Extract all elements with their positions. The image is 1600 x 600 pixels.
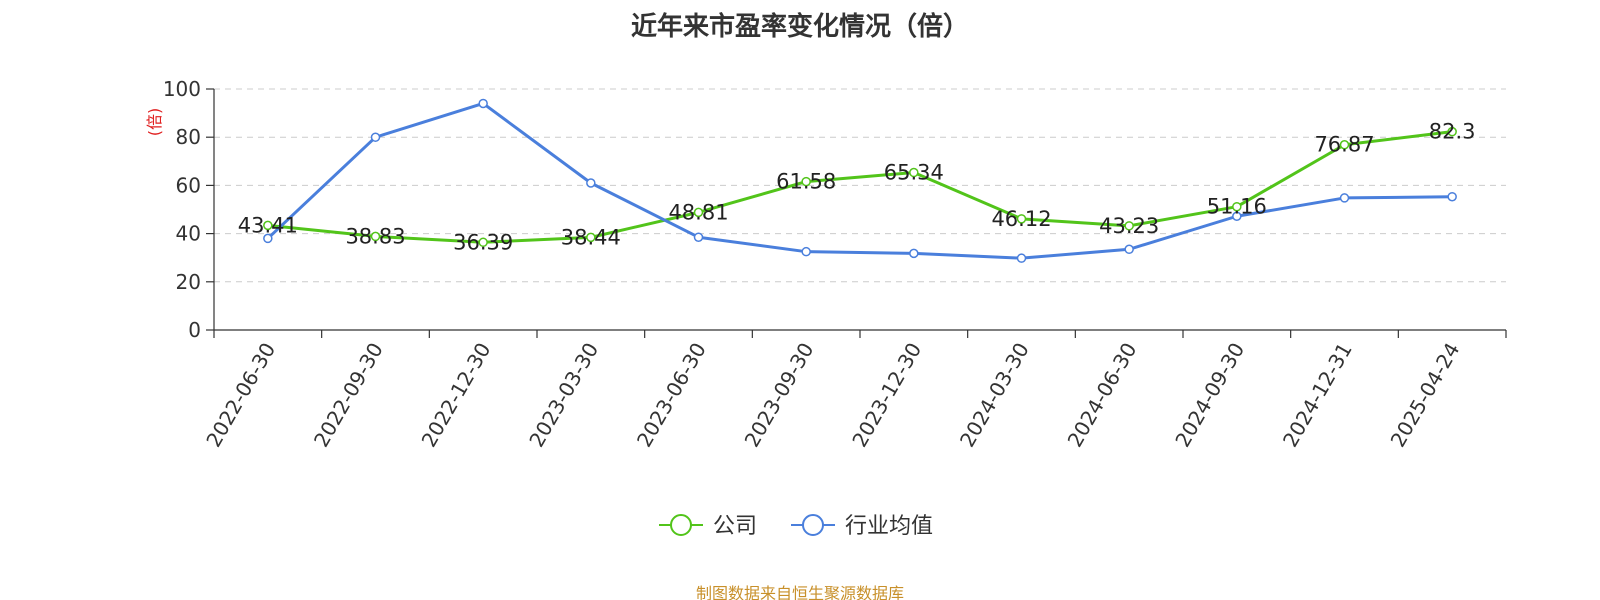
data-point: [1232, 211, 1242, 221]
data-label: 38.44: [561, 225, 621, 249]
data-label: 76.87: [1314, 133, 1374, 157]
x-tick-label: 2025-04-24: [1386, 339, 1465, 452]
y-axis-title: (倍): [145, 108, 164, 137]
x-tick-label: 2024-03-30: [955, 339, 1034, 452]
chart-title: 近年来市盈率变化情况（倍）: [630, 12, 969, 42]
x-tick-label: 2022-09-30: [309, 339, 388, 452]
x-tick-label: 2024-06-30: [1063, 339, 1142, 452]
data-point: [1447, 191, 1457, 202]
data-point: [263, 220, 273, 231]
data-point: [909, 167, 919, 178]
data-label-layer: 43.41 38.83 36.39 38.44 48.81 61.58 65.34 46.12…: [238, 120, 1476, 255]
x-tick-label: 2022-12-30: [417, 338, 496, 451]
legend-label: 公司: [713, 514, 757, 539]
data-point: [370, 132, 381, 142]
data-label: 48.81: [668, 200, 728, 224]
data-point: [263, 233, 273, 244]
data-point: [1232, 201, 1242, 212]
legend-label: 行业均值: [845, 514, 933, 539]
data-label: 82.3: [1429, 120, 1476, 144]
data-point: [801, 176, 811, 187]
series-line-2: [266, 101, 1453, 260]
data-point: [1339, 139, 1350, 150]
x-tick-label: 2024-12-31: [1278, 339, 1357, 452]
series-layer: [263, 98, 1457, 263]
data-label: 51.16: [1207, 195, 1267, 219]
data-point: [478, 237, 488, 248]
series-line-1: [267, 130, 1453, 244]
legend-marker-icon: [670, 514, 692, 536]
data-label: 65.34: [884, 161, 944, 185]
x-tick-label: 2023-03-30: [524, 339, 603, 452]
data-label: 38.83: [345, 224, 405, 248]
data-point: [1447, 126, 1457, 137]
data-label: 43.41: [238, 213, 298, 237]
data-point: [586, 178, 596, 188]
data-point: [693, 207, 704, 218]
x-tick-label: 2022-06-30: [201, 339, 280, 452]
data-point: [801, 246, 811, 257]
y-tick-label: 20: [176, 270, 201, 294]
data-point: [1016, 214, 1027, 224]
y-tick-label: 60: [176, 173, 201, 197]
data-point: [693, 232, 704, 242]
data-point: [370, 231, 381, 242]
data-point: [478, 98, 488, 109]
data-point: [1016, 253, 1027, 263]
data-point: [909, 248, 919, 259]
legend-item-1[interactable]: 公司: [659, 514, 757, 539]
x-tick-label: 2024-09-30: [1170, 339, 1249, 452]
data-point: [1124, 244, 1134, 255]
data-point: [1339, 193, 1350, 203]
y-tick-label: 0: [188, 318, 201, 342]
axis-layer: 0 20 40 60 80 100 (倍) 2022-06-30 2022-09-30 2022-…: [145, 77, 1507, 452]
data-label: 61.58: [776, 170, 836, 194]
x-tick-label: 2023-09-30: [740, 339, 819, 452]
data-label: 43.23: [1099, 214, 1159, 238]
source-note: 制图数据来自恒生聚源数据库: [695, 584, 904, 600]
y-tick-label: 100: [163, 77, 201, 101]
y-tick-label: 80: [176, 125, 201, 149]
data-point: [1124, 221, 1134, 231]
x-tick-label: 2023-12-30: [847, 338, 926, 451]
data-label: 36.39: [453, 230, 513, 254]
data-point: [586, 232, 596, 243]
data-label: 46.12: [991, 207, 1051, 231]
y-tick-label: 40: [176, 222, 201, 246]
legend-marker-icon: [802, 514, 824, 536]
legend[interactable]: 公司 行业均值: [659, 514, 933, 539]
x-tick-label: 2023-06-30: [632, 339, 711, 452]
legend-item-2[interactable]: 行业均值: [791, 514, 933, 539]
